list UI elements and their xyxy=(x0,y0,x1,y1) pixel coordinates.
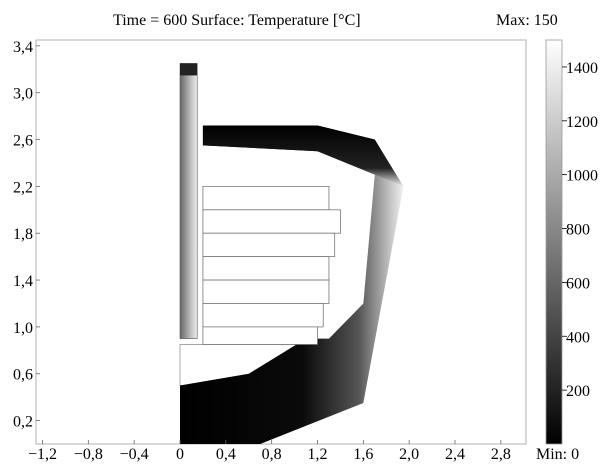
x-tick-label: −1,2 xyxy=(28,446,57,463)
inner-rect-1 xyxy=(202,185,330,211)
colorbar-tick-label: 600 xyxy=(566,275,590,292)
shell-top-region xyxy=(202,125,404,187)
y-tick-label: 3,4 xyxy=(13,39,33,56)
vertical-strip-region xyxy=(179,63,198,339)
x-tick-label: 2,0 xyxy=(399,446,419,463)
colorbar xyxy=(545,39,563,445)
colorbar-tick-label: 1200 xyxy=(566,114,598,131)
colorbar-tick-label: 1000 xyxy=(566,168,598,185)
y-tick-label: 2,6 xyxy=(13,133,33,150)
temperature-geometry xyxy=(179,63,404,444)
x-tick-label: 2,8 xyxy=(491,446,511,463)
y-axis-ticks: 0,2 0,6 1,0 1,4 1,8 2,2 2,6 3,0 3,4 xyxy=(13,39,40,431)
min-label: Min: 0 xyxy=(536,446,579,463)
shell-region xyxy=(180,125,404,444)
inner-rect-3 xyxy=(202,232,336,258)
chart-title: Time = 600 Surface: Temperature [°C] xyxy=(113,12,361,29)
inner-rect-7 xyxy=(202,326,318,345)
x-tick-label: −0,8 xyxy=(74,446,103,463)
y-tick-label: 1,8 xyxy=(13,226,33,243)
y-tick-label: 1,0 xyxy=(13,320,33,337)
colorbar-ticks: 200 400 600 800 1000 1200 1400 xyxy=(562,60,598,400)
y-tick-label: 0,6 xyxy=(13,367,33,384)
x-axis-ticks: −1,2 −0,8 −0,4 0 0,4 0,8 1,2 1,6 2,0 2,4 2,8 xyxy=(28,440,511,463)
y-tick-label: 2,2 xyxy=(13,179,33,196)
inner-rect-6 xyxy=(202,303,324,328)
inner-rect-4 xyxy=(202,256,330,281)
y-tick-label: 0,2 xyxy=(13,414,33,431)
x-tick-label: 2,4 xyxy=(445,446,465,463)
strip-top-cap xyxy=(180,63,198,76)
colorbar-tick-label: 1400 xyxy=(566,60,598,77)
colorbar-tick-label: 200 xyxy=(566,383,590,400)
max-label: Max: 150 xyxy=(496,12,558,29)
x-tick-label: −0,4 xyxy=(120,446,149,463)
colorbar-tick-label: 800 xyxy=(566,222,590,239)
colorbar-tick-label: 400 xyxy=(566,329,590,346)
inner-rect-2 xyxy=(202,209,341,234)
x-tick-label: 0 xyxy=(176,446,184,463)
x-tick-label: 1,6 xyxy=(353,446,373,463)
x-tick-label: 1,2 xyxy=(308,446,328,463)
x-tick-label: 0,8 xyxy=(262,446,282,463)
y-tick-label: 3,0 xyxy=(13,86,33,103)
y-tick-label: 1,4 xyxy=(13,273,33,290)
inner-rect-5 xyxy=(202,279,330,304)
x-tick-label: 0,4 xyxy=(216,446,236,463)
